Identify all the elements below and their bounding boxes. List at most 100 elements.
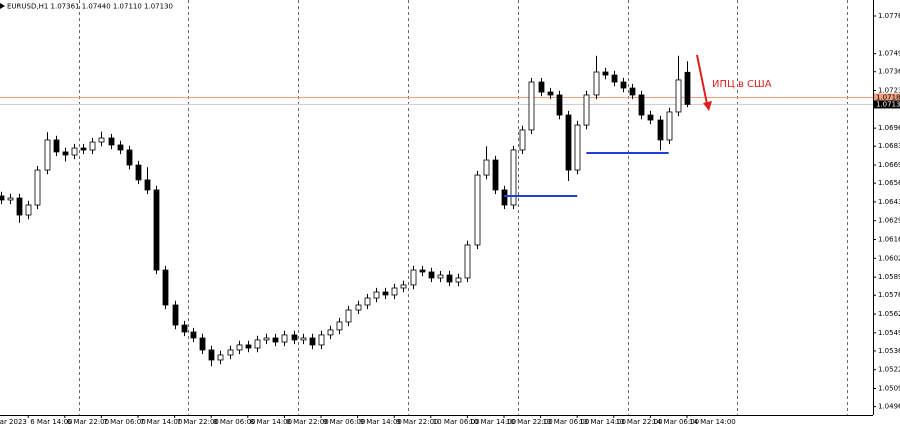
candle-body	[245, 344, 252, 349]
x-tick-label: 10 Mar 06:00	[433, 418, 480, 426]
x-tick-label: 14 Mar 14:00	[689, 418, 736, 426]
candle-body	[446, 274, 453, 283]
y-tick-label: 1.06695	[878, 161, 900, 169]
candle-body	[172, 304, 179, 326]
y-tick-label: 1.07230	[878, 87, 900, 95]
candle-body	[53, 139, 60, 153]
candle-body	[208, 349, 215, 361]
candle-body	[400, 284, 407, 289]
candle-body	[300, 337, 307, 341]
candle-body	[108, 137, 115, 146]
candle-body	[162, 269, 169, 306]
candle-body	[556, 94, 563, 116]
annotation: ИПЦ в США	[712, 79, 772, 90]
y-tick-label: 1.06025	[878, 254, 900, 262]
candle-body	[620, 81, 627, 89]
candle-body	[666, 111, 673, 141]
candle-body	[510, 149, 517, 206]
candle-body	[629, 87, 636, 96]
candle-body	[364, 297, 371, 306]
annotation-arrowhead	[703, 101, 712, 111]
candle-body	[336, 321, 343, 331]
x-tick-label: 8 Mar 06:00	[213, 418, 255, 426]
candle-body	[318, 334, 325, 346]
candle-body	[574, 124, 581, 171]
candle-body	[281, 334, 288, 343]
candle-body	[492, 159, 499, 191]
plot	[0, 0, 873, 415]
y-tick-label: 1.05760	[878, 291, 900, 299]
candle-body	[0, 195, 5, 201]
candle-body	[217, 354, 224, 361]
x-tick-label: 7 Mar 22:00	[177, 418, 219, 426]
candle-body	[373, 291, 380, 299]
y-tick-label: 1.05625	[878, 310, 900, 318]
candle-body	[272, 337, 279, 343]
y-tick-label: 1.06160	[878, 236, 900, 244]
price-label: 1.07130	[876, 100, 900, 108]
x-tick-label: 9 Mar 22:00	[396, 418, 438, 426]
y-tick-label: 1.05890	[878, 273, 900, 281]
candle-body	[62, 151, 69, 156]
candle-body	[657, 119, 664, 141]
candle-body	[181, 324, 188, 333]
chart-title: EURUSD,H1 1.07361 1.07440 1.07110 1.0713…	[7, 3, 173, 11]
candle-body	[611, 74, 618, 83]
candle-body	[199, 337, 206, 351]
x-tick-label: 13 Mar 14:00	[579, 418, 626, 426]
candle-body	[684, 71, 691, 105]
x-tick-label: 10 Mar 14:00	[469, 418, 516, 426]
candle-body	[519, 129, 526, 151]
candle-body	[437, 274, 444, 279]
candle-body	[538, 81, 545, 93]
x-tick-label: 6 Mar 14:00	[30, 418, 72, 426]
candle-body	[44, 139, 51, 171]
candle-body	[25, 204, 32, 216]
candle-body	[647, 114, 654, 121]
x-tick-label: Mar 2023	[0, 418, 27, 426]
y-tick-label: 1.06430	[878, 198, 900, 206]
y-tick-label: 1.06960	[878, 124, 900, 132]
x-tick-label: 13 Mar 22:00	[616, 418, 663, 426]
candle-body	[236, 344, 243, 351]
y-tick-label: 1.07495	[878, 50, 900, 58]
x-tick-label: 9 Mar 14:00	[360, 418, 402, 426]
candle-body	[419, 269, 426, 273]
y-tick-label: 1.05490	[878, 329, 900, 337]
candle-body	[528, 81, 535, 131]
candle-body	[345, 309, 352, 323]
candle-body	[135, 164, 142, 181]
candle-body	[153, 189, 160, 271]
candle-body	[602, 71, 609, 76]
y-tick-label: 1.07365	[878, 68, 900, 76]
candle-body	[455, 277, 462, 283]
price-label-box	[874, 100, 900, 109]
candle-body	[34, 169, 41, 206]
candle-body	[593, 71, 600, 96]
x-tick-label: 6 Mar 22:00	[67, 418, 109, 426]
candle-body	[547, 91, 554, 96]
candle-body	[89, 141, 96, 151]
candle-body	[16, 197, 23, 216]
candle-body	[428, 271, 435, 279]
candle-body	[263, 337, 270, 341]
x-tick-label: 7 Mar 06:00	[103, 418, 145, 426]
price-label-box	[874, 93, 900, 102]
candle-body	[474, 174, 481, 246]
candle-body	[583, 94, 590, 126]
candle-body	[144, 179, 151, 191]
y-tick-label: 1.07765	[878, 12, 900, 20]
candle-body	[410, 269, 417, 286]
x-tick-label: 9 Mar 06:00	[323, 418, 365, 426]
candle-body	[638, 94, 645, 116]
candle-body	[98, 137, 105, 143]
x-tick-label: 10 Mar 22:00	[506, 418, 553, 426]
candle-body	[71, 147, 78, 156]
y-tick-label: 1.06565	[878, 179, 900, 187]
candle-body	[501, 189, 508, 206]
candle-body	[391, 287, 398, 296]
candle-body	[126, 149, 133, 166]
symbol-icon	[0, 3, 5, 9]
